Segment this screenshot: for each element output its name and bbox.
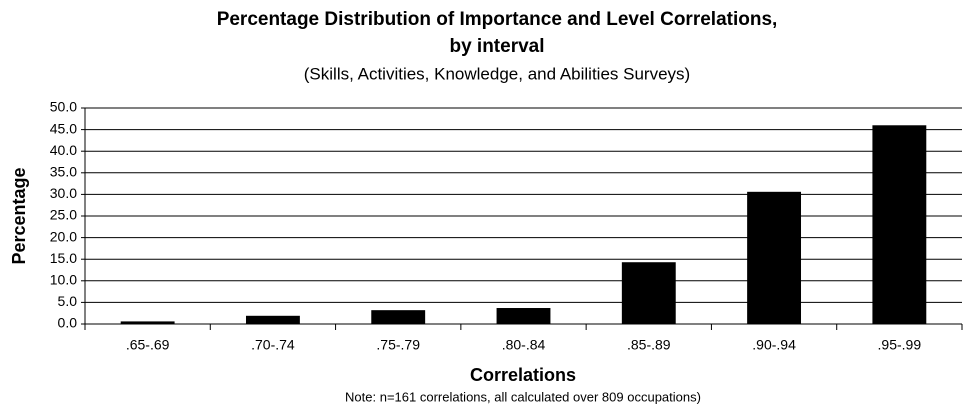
y-tick-label: 20.0	[50, 228, 77, 244]
bar	[621, 262, 676, 324]
x-tick-label: .75-.79	[376, 337, 420, 353]
y-tick-label: 5.0	[58, 293, 78, 309]
y-tick-label: 0.0	[58, 315, 78, 331]
y-tick-label: 15.0	[50, 250, 77, 266]
y-tick-label: 25.0	[50, 207, 77, 223]
bar	[872, 125, 927, 324]
x-tick-label: .70-.74	[251, 337, 295, 353]
chart-title: by interval	[449, 36, 544, 57]
y-axis-label: Percentage	[9, 167, 29, 264]
bar	[747, 191, 802, 324]
chart-title: Percentage Distribution of Importance an…	[217, 9, 778, 30]
x-tick-label: .85-.89	[627, 337, 671, 353]
y-tick-label: 45.0	[50, 120, 77, 136]
note: Note: n=161 correlations, all calculated…	[345, 389, 701, 404]
bar	[371, 310, 426, 324]
bar	[496, 308, 551, 324]
x-tick-label: .80-.84	[502, 337, 546, 353]
x-tick-label: .65-.69	[126, 337, 170, 353]
y-tick-label: 30.0	[50, 185, 77, 201]
y-tick-label: 40.0	[50, 142, 77, 158]
bar	[120, 321, 175, 324]
y-tick-label: 10.0	[50, 272, 77, 288]
y-tick-label: 35.0	[50, 164, 77, 180]
x-axis-label: Correlations	[470, 365, 576, 385]
x-tick-label: .95-.99	[878, 337, 922, 353]
bar	[245, 315, 300, 324]
chart-subtitle: (Skills, Activities, Knowledge, and Abil…	[304, 64, 690, 83]
y-tick-label: 50.0	[50, 99, 77, 115]
x-tick-label: .90-.94	[752, 337, 796, 353]
